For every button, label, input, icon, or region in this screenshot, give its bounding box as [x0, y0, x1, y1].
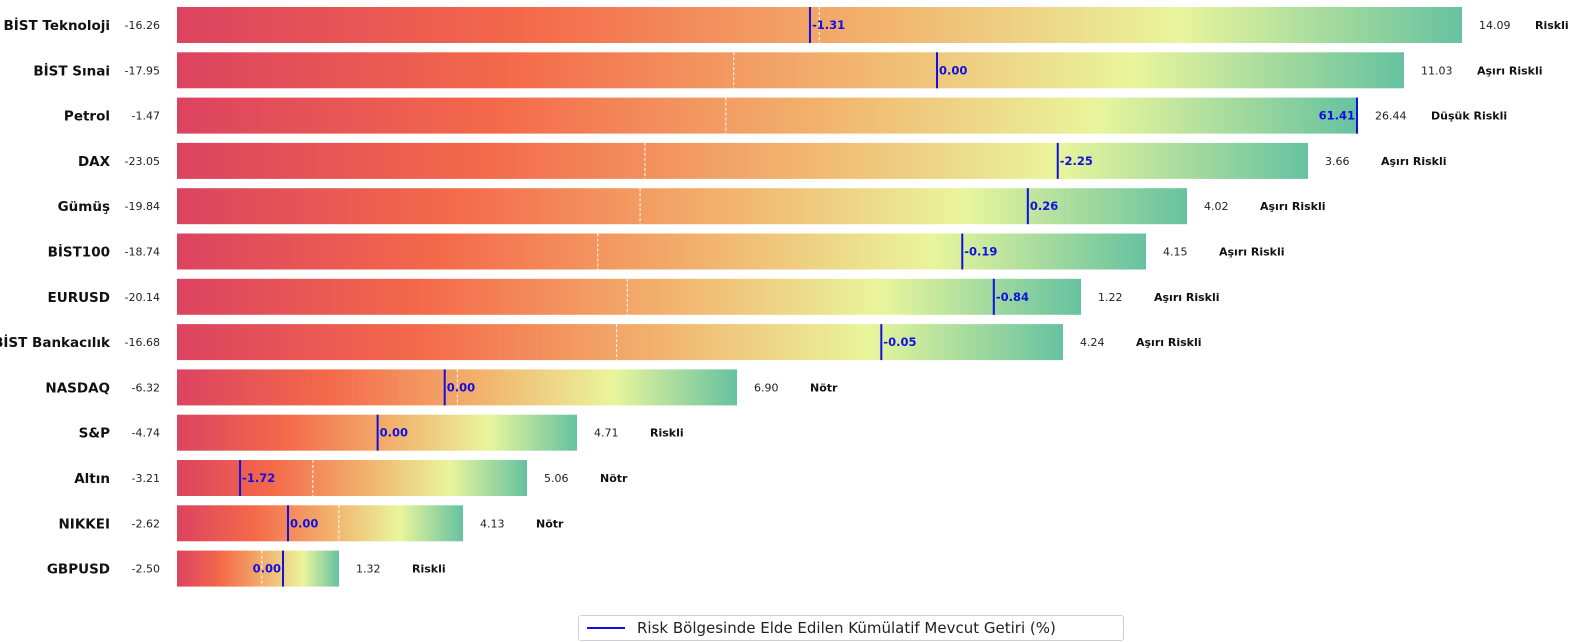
row-label-9: S&P: [79, 426, 110, 442]
current-value-label-12: 0.00: [253, 562, 281, 576]
min-value-10: -3.21: [132, 472, 160, 485]
max-value-3: 3.66: [1325, 155, 1350, 168]
status-label-2: Düşük Riskli: [1431, 110, 1507, 123]
status-label-5: Aşırı Riskli: [1219, 246, 1285, 259]
max-value-9: 4.71: [594, 427, 619, 440]
max-value-6: 1.22: [1098, 291, 1123, 304]
bar-2: [177, 97, 1358, 134]
min-value-6: -20.14: [125, 291, 160, 304]
current-value-label-10: -1.72: [242, 471, 275, 485]
row-label-11: NIKKEI: [59, 516, 111, 532]
min-value-2: -1.47: [132, 110, 160, 123]
min-value-11: -2.62: [132, 517, 160, 530]
current-value-label-1: 0.00: [939, 63, 967, 77]
row-label-0: BİST Teknoloji: [3, 17, 110, 34]
bar-10: [177, 460, 527, 496]
bar-7: [177, 324, 1063, 361]
current-value-label-5: -0.19: [964, 245, 997, 259]
bar-12: [177, 550, 339, 587]
status-label-3: Aşırı Riskli: [1381, 155, 1447, 168]
row-label-6: EURUSD: [48, 290, 110, 306]
current-value-label-2: 61.41: [1319, 109, 1355, 123]
current-value-label-8: 0.00: [447, 380, 475, 394]
current-value-label-6: -0.84: [996, 290, 1029, 304]
max-value-1: 11.03: [1421, 64, 1453, 77]
min-value-3: -23.05: [125, 155, 160, 168]
min-value-1: -17.95: [125, 64, 160, 77]
max-value-12: 1.32: [356, 563, 381, 576]
status-label-1: Aşırı Riskli: [1477, 64, 1543, 77]
min-value-4: -19.84: [125, 200, 160, 213]
min-value-7: -16.68: [125, 336, 160, 349]
row-label-12: GBPUSD: [47, 562, 110, 578]
bar-11: [177, 505, 463, 542]
row-label-3: DAX: [78, 154, 111, 170]
min-value-12: -2.50: [132, 563, 160, 576]
status-label-12: Riskli: [412, 563, 446, 576]
bar-1: [177, 52, 1404, 89]
status-label-0: Riskli: [1535, 19, 1569, 32]
current-value-label-0: -1.31: [812, 18, 845, 32]
row-label-5: BİST100: [48, 244, 110, 261]
current-value-label-3: -2.25: [1060, 154, 1093, 168]
max-value-2: 26.44: [1375, 110, 1407, 123]
bar-3: [177, 142, 1308, 179]
row-label-4: Gümüş: [58, 199, 110, 215]
max-value-0: 14.09: [1479, 19, 1511, 32]
status-label-7: Aşırı Riskli: [1136, 336, 1202, 349]
status-label-9: Riskli: [650, 427, 684, 440]
status-label-6: Aşırı Riskli: [1154, 291, 1220, 304]
max-value-7: 4.24: [1080, 336, 1105, 349]
row-label-2: Petrol: [64, 109, 110, 125]
status-label-8: Nötr: [810, 381, 838, 394]
row-label-7: BİST Bankacılık: [0, 334, 111, 351]
row-label-1: BİST Sınai: [33, 62, 110, 79]
status-label-4: Aşırı Riskli: [1260, 200, 1326, 213]
legend: Risk Bölgesinde Elde Edilen Kümülatif Me…: [578, 615, 1124, 641]
status-label-11: Nötr: [536, 517, 564, 530]
row-label-8: NASDAQ: [45, 380, 110, 396]
min-value-9: -4.74: [132, 427, 160, 440]
min-value-8: -6.32: [132, 381, 160, 394]
max-value-10: 5.06: [544, 472, 569, 485]
min-value-5: -18.74: [125, 246, 160, 259]
row-label-10: Altın: [74, 471, 110, 487]
max-value-4: 4.02: [1204, 200, 1229, 213]
chart-rows: -1.31 BİST Teknoloji -16.26 14.09 Riskli 0.00…: [0, 7, 1569, 587]
status-label-10: Nötr: [600, 472, 628, 485]
max-value-8: 6.90: [754, 381, 779, 394]
current-value-label-11: 0.00: [290, 516, 318, 530]
current-value-label-9: 0.00: [380, 426, 408, 440]
current-value-label-7: -0.05: [883, 335, 916, 349]
max-value-11: 4.13: [480, 517, 505, 530]
bar-6: [177, 278, 1081, 315]
bar-5: [177, 233, 1146, 270]
current-value-label-4: 0.26: [1030, 199, 1058, 213]
legend-label: Risk Bölgesinde Elde Edilen Kümülatif Me…: [637, 619, 1056, 637]
min-value-0: -16.26: [125, 19, 160, 32]
legend-line-marker: [587, 627, 625, 629]
bar-4: [177, 188, 1187, 225]
max-value-5: 4.15: [1163, 246, 1188, 259]
